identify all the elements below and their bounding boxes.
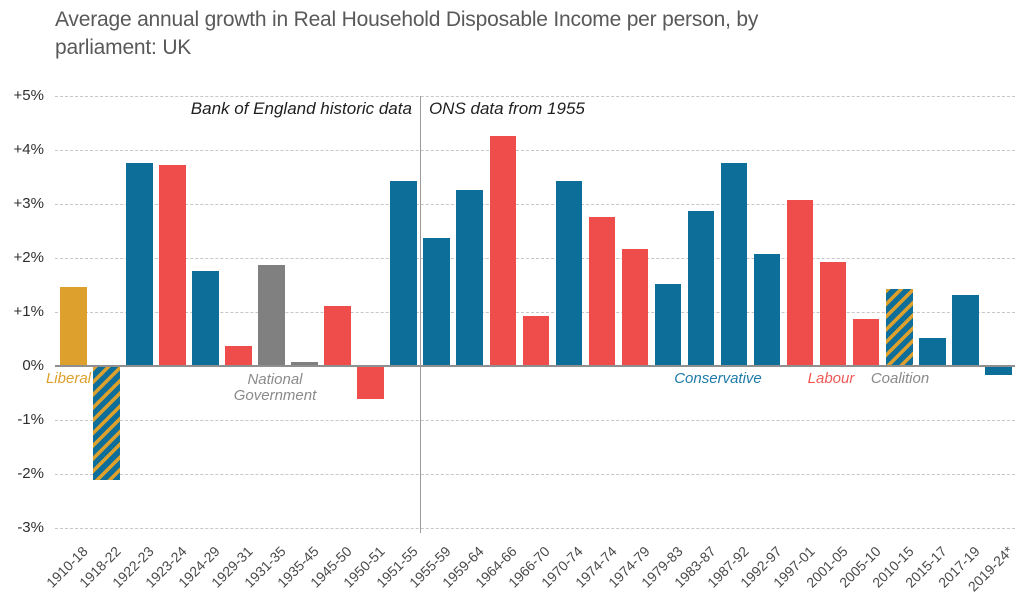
bar-1923-24 [159,165,186,365]
y-tick-0%: 0% [22,357,44,374]
y-tick-+3%: +3% [13,195,44,212]
bar-1970-74 [555,181,583,365]
bar-1931-35 [258,265,285,365]
party-label-coalition: Coalition [870,370,930,387]
gridline-+5% [55,96,1015,97]
y-tick-+1%: +1% [13,303,44,320]
party-label-labour: Labour [807,370,855,387]
bar-1974-74 [588,216,616,365]
gridline--2% [55,474,1015,475]
bar-1910-18 [60,286,87,365]
bar-2001-05 [819,262,847,365]
bar-1997-01 [786,200,814,365]
gridline-+3% [55,204,1015,205]
bar-1924-29 [192,270,219,365]
bar-2005-10 [852,319,880,365]
y-tick-+4%: +4% [13,141,44,158]
bar-1918-22 [93,367,120,481]
bar-2010-15 [886,289,913,365]
y-tick--2%: -2% [17,465,44,482]
bar-1979-83 [654,284,682,365]
bar-1955-59 [423,238,450,365]
bar-2015-17 [919,338,946,365]
gridline-+4% [55,150,1015,151]
data-source-divider-line [419,96,421,533]
y-tick-+5%: +5% [13,87,44,104]
annotation-ons-source: ONS data from 1955 [428,99,585,118]
bar-1922-23 [126,162,153,365]
y-tick-+2%: +2% [13,249,44,266]
y-tick--3%: -3% [17,519,44,536]
gridline-+1% [55,312,1015,313]
bar-1987-92 [720,162,748,365]
chart-title: Average annual growth in Real Household … [55,6,995,62]
party-label-liberal: Liberal [45,370,91,387]
x-axis-zero-line [55,365,1015,367]
party-label-national: National Government [233,371,317,404]
chart-title-line1: Average annual growth in Real Household … [55,8,759,31]
bar-1966-70 [522,316,550,365]
bar-1964-66 [489,135,517,365]
bar-1974-79 [621,248,649,365]
bar-1945-50 [324,305,351,365]
annotation-boe-source: Bank of England historic data [190,99,412,118]
gridline-+2% [55,258,1015,259]
gridline--1% [55,420,1015,421]
bar-1935-45 [291,362,318,365]
bar-2019-24* [985,367,1012,376]
chart-title-line2: parliament: UK [55,36,192,59]
bar-1929-31 [225,346,252,365]
party-label-conservative: Conservative [674,370,762,387]
bar-2017-19 [952,294,979,365]
bar-1951-55 [390,181,417,365]
bar-1983-87 [687,211,715,365]
bar-1950-51 [357,367,384,400]
gridline--3% [55,528,1015,529]
bar-1959-64 [456,189,483,365]
y-tick--1%: -1% [17,411,44,428]
bar-1992-97 [753,254,781,365]
